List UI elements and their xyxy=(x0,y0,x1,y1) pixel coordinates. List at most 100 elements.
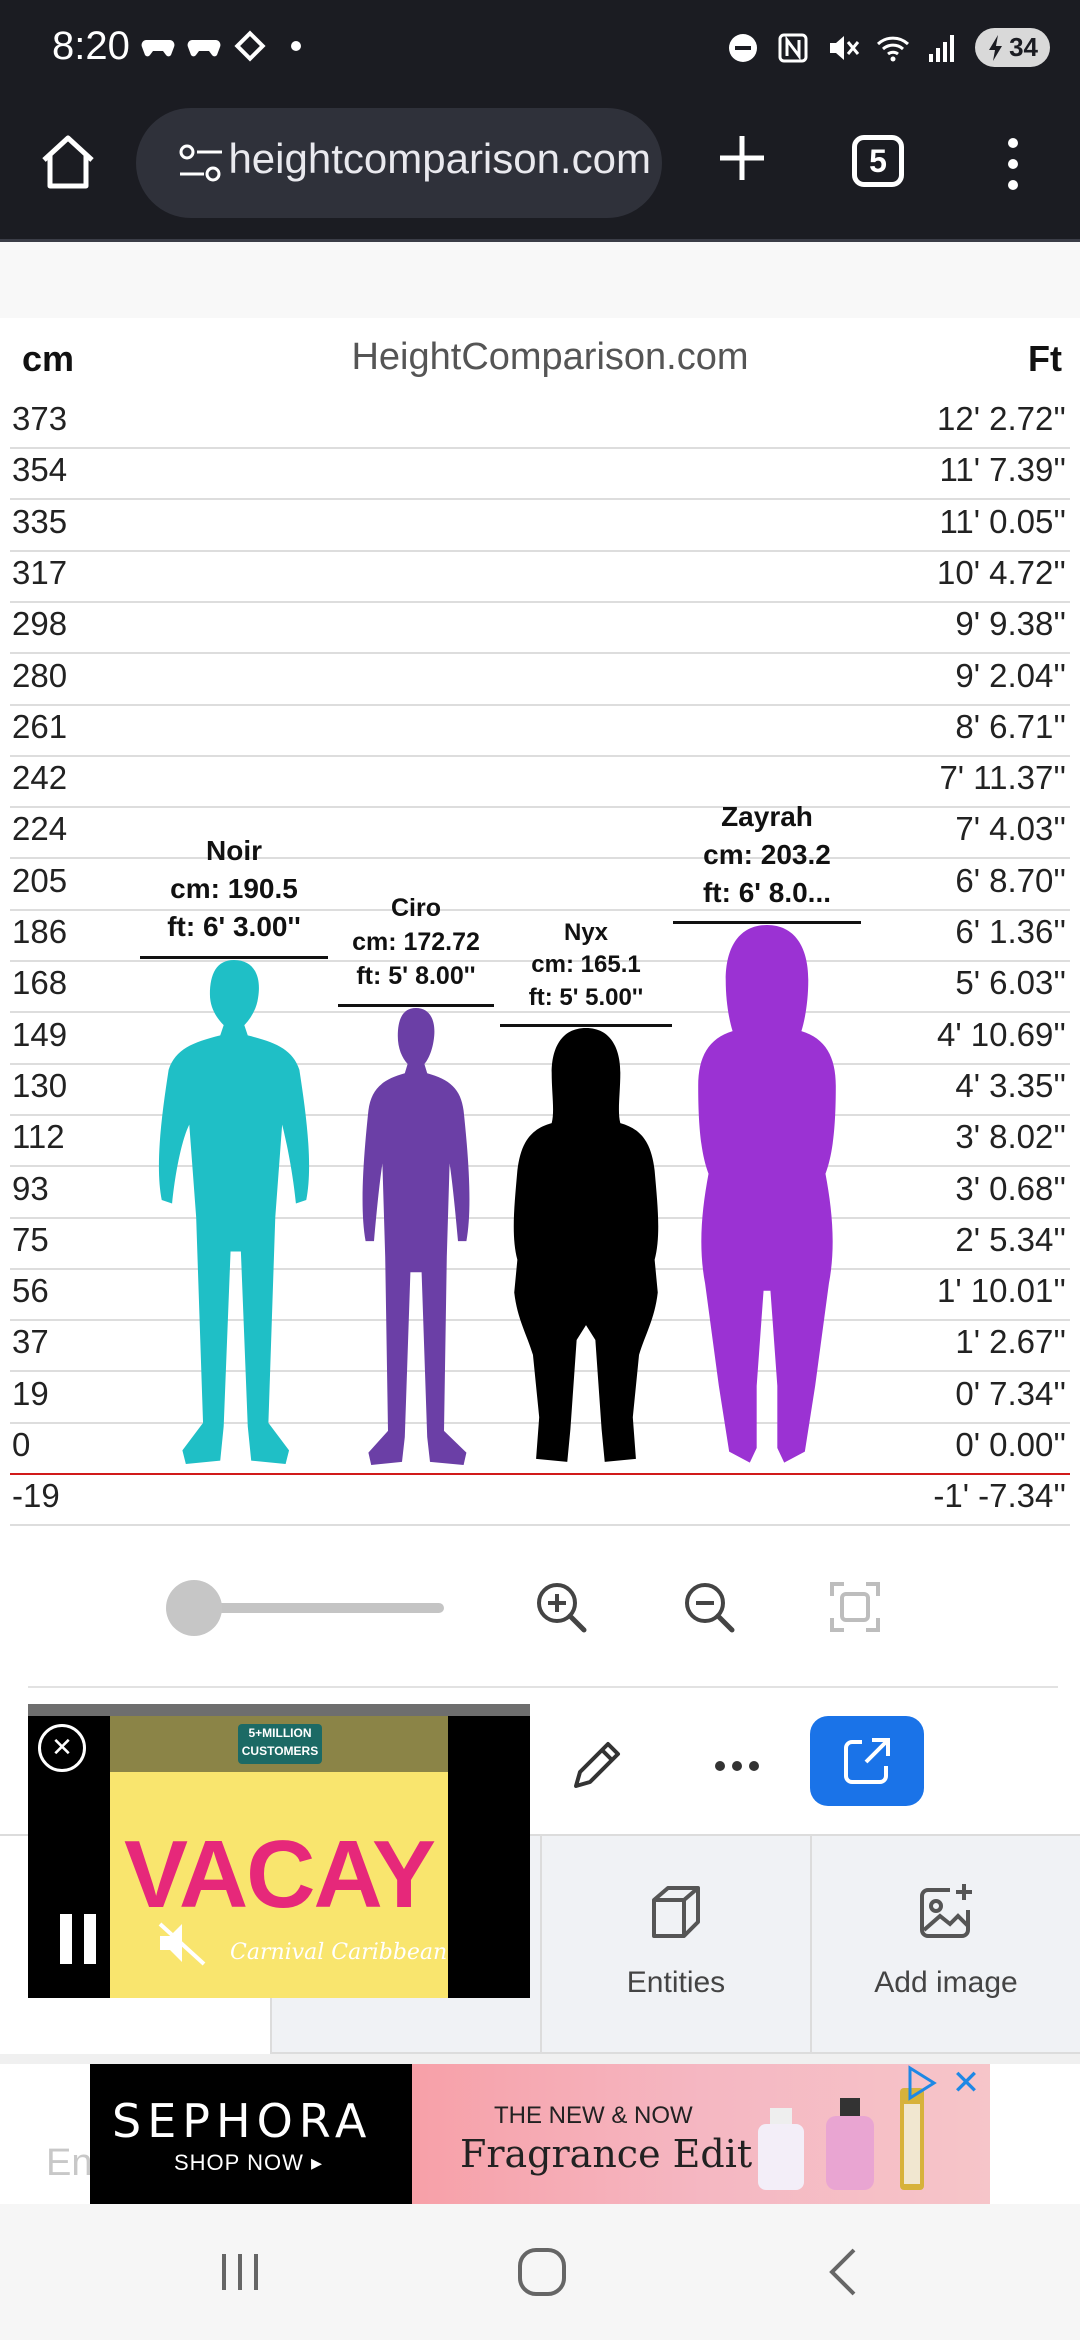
ad-close-button[interactable]: ✕ xyxy=(38,1724,86,1772)
cube-icon xyxy=(652,1886,700,1938)
person-cm: cm: 165.1 xyxy=(531,951,641,979)
address-bar[interactable]: heightcomparison.com xyxy=(136,108,662,218)
ft-tick-label: 2' 5.34'' xyxy=(955,1220,1066,1258)
zoom-slider-track[interactable] xyxy=(180,1603,444,1613)
grid-line xyxy=(10,1524,1070,1527)
unit-label-ft: Ft xyxy=(1028,338,1062,379)
banner-cta[interactable]: SHOP NOW ▸ xyxy=(174,2150,323,2175)
grid-line xyxy=(10,857,1070,860)
ad-logo: Carnival Caribbean xyxy=(230,1940,448,1965)
person-silhouette-noir[interactable] xyxy=(148,959,320,1474)
video-ad[interactable]: 5+MILLION CUSTOMERS VACAY Carnival Carib… xyxy=(28,1704,530,1998)
person-label[interactable]: Nyx cm: 165.1 ft: 5' 5.00'' xyxy=(486,917,686,1014)
ft-tick-label: 9' 2.04'' xyxy=(955,656,1066,694)
cm-tick-label: 242 xyxy=(12,759,68,797)
home-icon[interactable] xyxy=(36,130,100,194)
cm-tick-label: 224 xyxy=(12,810,68,848)
grid-line xyxy=(10,754,1070,757)
underlying-text: En xyxy=(46,2142,93,2184)
status-time: 8:20 xyxy=(52,24,130,68)
zero-baseline xyxy=(10,1473,1070,1475)
unit-label-cm: cm xyxy=(22,338,75,379)
cm-tick-label: 149 xyxy=(12,1015,68,1053)
tab-add-image[interactable]: Add image xyxy=(810,1836,1080,2054)
image-plus-icon xyxy=(920,1884,972,1938)
banner-brand: SEPHORA xyxy=(112,2094,373,2148)
grid-line xyxy=(10,447,1070,449)
person-name: Zayrah xyxy=(721,800,813,832)
cm-tick-label: 75 xyxy=(12,1220,49,1258)
zoom-slider-thumb[interactable] xyxy=(166,1580,222,1636)
perfume-bottle-icon xyxy=(826,2098,874,2190)
tab-label: Entities xyxy=(626,1966,726,1999)
person-cm: cm: 203.2 xyxy=(703,838,831,870)
grid-line xyxy=(10,1011,1070,1014)
adchoices-icon[interactable] xyxy=(902,2064,940,2102)
person-label[interactable]: Noir cm: 190.5 ft: 6' 3.00'' xyxy=(134,832,334,945)
ft-tick-label: 11' 0.05'' xyxy=(939,502,1066,540)
edit-pencil-icon[interactable] xyxy=(566,1736,626,1796)
banner-ad[interactable]: SEPHORA SHOP NOW ▸ THE NEW & NOW Fragran… xyxy=(90,2064,990,2204)
site-settings-icon[interactable] xyxy=(178,142,224,186)
game-controller-icon xyxy=(187,40,221,57)
person-name: Ciro xyxy=(391,894,441,923)
ad-badge: 5+MILLION CUSTOMERS xyxy=(238,1724,322,1764)
person-ft: ft: 6' 8.0... xyxy=(702,876,832,908)
ft-tick-label: 6' 1.36'' xyxy=(955,913,1066,950)
person-height-marker xyxy=(140,955,328,959)
grid-line xyxy=(10,703,1070,706)
video-ad-frame[interactable]: 5+MILLION CUSTOMERS VACAY Carnival Carib… xyxy=(110,1716,448,1998)
section-divider xyxy=(28,1686,1058,1688)
diamond-icon xyxy=(234,30,266,62)
person-silhouette-ciro[interactable] xyxy=(346,1007,486,1474)
grid-line xyxy=(10,498,1070,501)
grid-line xyxy=(10,600,1070,603)
nfc-icon xyxy=(778,33,808,62)
ft-tick-label: -1' -7.34'' xyxy=(933,1477,1066,1515)
zoom-in-icon[interactable] xyxy=(532,1578,590,1636)
cm-tick-label: -19 xyxy=(12,1477,60,1515)
status-bar: 8:20 34 xyxy=(0,0,1080,100)
volume-off-icon[interactable] xyxy=(154,1918,210,1968)
banner-close-icon[interactable]: ✕ xyxy=(951,2064,981,2102)
recents-icon[interactable] xyxy=(210,2242,270,2302)
zoom-out-icon[interactable] xyxy=(680,1578,738,1636)
person-silhouette-zayrah[interactable] xyxy=(681,925,853,1474)
ft-tick-label: 5' 6.03'' xyxy=(955,964,1066,1002)
person-cm: cm: 190.5 xyxy=(170,873,298,905)
page-top-strip xyxy=(0,242,1080,318)
fit-screen-icon[interactable] xyxy=(826,1578,884,1636)
perfume-bottle-icon xyxy=(900,2088,924,2190)
share-button[interactable] xyxy=(810,1716,924,1806)
banner-creative[interactable]: THE NEW & NOW Fragrance Edit xyxy=(412,2064,990,2204)
tab-switcher-button[interactable]: 5 xyxy=(852,135,904,187)
more-horiz-icon[interactable] xyxy=(712,1756,762,1776)
back-icon[interactable] xyxy=(814,2242,874,2302)
person-silhouette-nyx[interactable] xyxy=(508,1028,664,1474)
person-name: Nyx xyxy=(563,919,609,947)
grid-line xyxy=(10,1113,1070,1116)
perfume-bottle-icon xyxy=(758,2108,804,2190)
pause-icon[interactable] xyxy=(58,1912,98,1966)
banner-line-1: THE NEW & NOW xyxy=(494,2102,693,2129)
person-height-marker xyxy=(338,1003,494,1007)
person-cm: cm: 172.72 xyxy=(352,928,480,957)
notification-icons xyxy=(140,28,314,64)
person-height-marker xyxy=(673,921,861,925)
cm-tick-label: 19 xyxy=(12,1374,49,1412)
ft-tick-label: 8' 6.71'' xyxy=(955,707,1066,745)
new-tab-icon[interactable] xyxy=(712,128,772,188)
ft-tick-label: 1' 2.67'' xyxy=(955,1323,1066,1361)
url-text[interactable]: heightcomparison.com xyxy=(231,135,651,182)
cm-tick-label: 280 xyxy=(12,656,68,694)
battery-indicator: 34 xyxy=(975,28,1050,67)
person-label[interactable]: Zayrah cm: 203.2 ft: 6' 8.0... xyxy=(667,798,867,911)
more-vert-icon[interactable] xyxy=(1000,136,1026,192)
ft-tick-label: 3' 8.02'' xyxy=(955,1118,1066,1156)
person-label[interactable]: Ciro cm: 172.72 ft: 5' 8.00'' xyxy=(316,892,516,993)
grid-line xyxy=(10,549,1070,552)
tab-entities[interactable]: Entities xyxy=(540,1836,810,2054)
system-nav-bar xyxy=(0,2204,1080,2340)
home-nav-icon[interactable] xyxy=(512,2242,572,2302)
